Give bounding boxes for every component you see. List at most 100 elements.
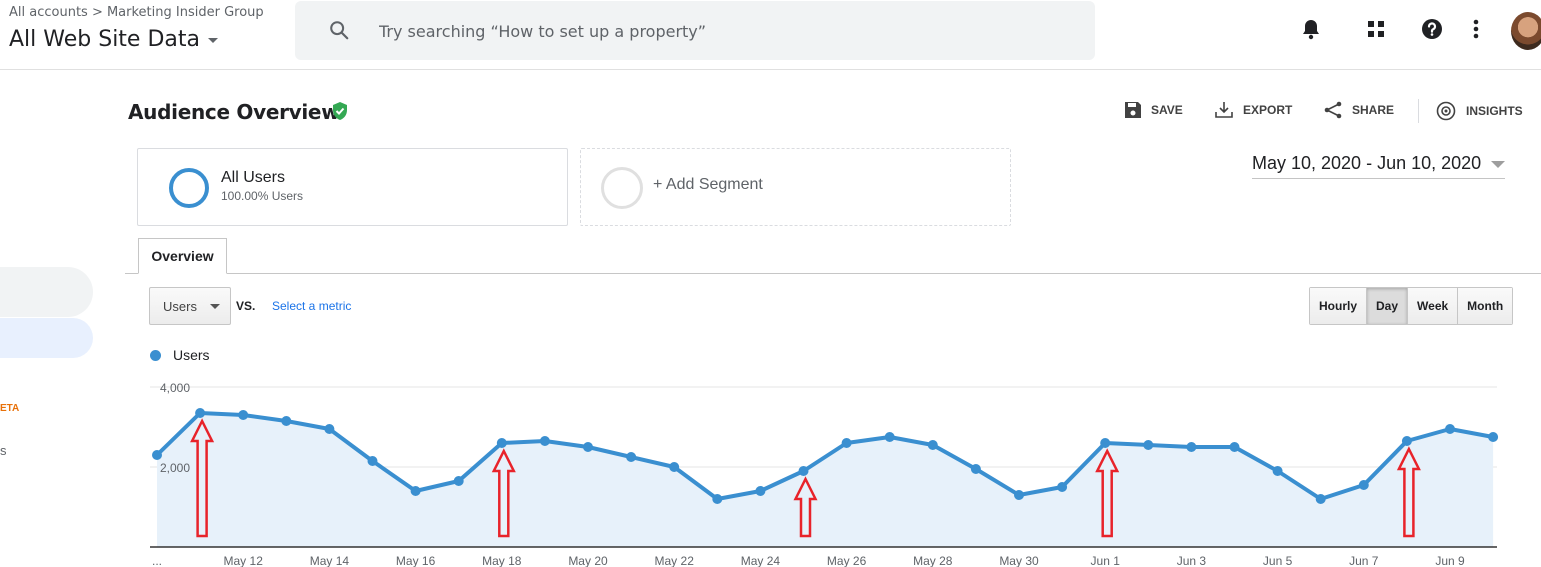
x-tick-label: Jun 7: [1349, 554, 1379, 567]
date-range-picker[interactable]: May 10, 2020 - Jun 10, 2020: [1252, 153, 1506, 179]
property-selector[interactable]: All Web Site Data: [9, 27, 218, 52]
users-line-chart: 4,000 2,000... May 12 May 14 May 16 May 18 May…: [150, 381, 1499, 567]
x-tick-label: May 22: [655, 554, 695, 567]
tab-overview[interactable]: Overview: [138, 238, 227, 274]
x-tick-label: Jun 3: [1177, 554, 1207, 567]
data-point: [1488, 432, 1499, 442]
data-point: [1401, 436, 1412, 446]
legend-swatch: [150, 349, 161, 361]
metric-select-label: Users: [163, 299, 197, 314]
save-icon: [1125, 102, 1141, 118]
share-label: SHARE: [1352, 103, 1395, 117]
data-point: [755, 486, 766, 496]
x-tick-label: Jun 1: [1091, 554, 1121, 567]
sidebar-item[interactable]: [0, 267, 93, 317]
data-point: [324, 424, 335, 434]
export-icon: [1215, 102, 1233, 118]
chart-legend: Users: [150, 347, 210, 363]
data-point: [583, 442, 593, 452]
data-point: [1272, 466, 1283, 476]
x-tick-label: May 14: [310, 554, 350, 567]
verified-shield-icon: [333, 102, 347, 120]
export-button[interactable]: EXPORT: [1214, 101, 1292, 119]
insights-label: INSIGHTS: [1466, 104, 1523, 118]
data-point: [669, 462, 680, 472]
segment-name: All Users: [221, 169, 286, 186]
data-point: [712, 494, 723, 504]
sidebar-beta-badge: ETA: [0, 403, 20, 414]
data-point: [453, 476, 464, 486]
segment-card-all-users[interactable]: All Users 100.00% Users: [137, 148, 568, 226]
page-title: Audience Overview: [128, 100, 340, 124]
data-point: [281, 416, 292, 426]
save-label: SAVE: [1151, 103, 1183, 117]
data-point: [1100, 438, 1111, 448]
data-point: [1445, 424, 1455, 434]
x-tick-label: May 16: [396, 554, 436, 567]
notifications-icon[interactable]: [1297, 15, 1325, 43]
select-metric-link[interactable]: Select a metric: [272, 299, 352, 313]
insights-icon: [1436, 101, 1456, 121]
share-icon: [1324, 101, 1342, 119]
data-point: [496, 438, 507, 448]
data-point: [1014, 490, 1024, 500]
property-label: All Web Site Data: [9, 27, 200, 52]
data-point: [1143, 440, 1154, 450]
data-point: [410, 486, 421, 496]
segment-color-ring: [169, 168, 209, 208]
chevron-down-icon: [1491, 160, 1506, 168]
add-segment-ring: [601, 167, 643, 209]
data-point: [884, 432, 895, 442]
search-bar[interactable]: [295, 1, 1095, 60]
x-tick-label: May 24: [741, 554, 781, 567]
data-point: [1057, 482, 1068, 492]
chevron-down-icon: [210, 304, 220, 309]
metric-select[interactable]: Users: [149, 287, 231, 325]
data-point: [798, 466, 809, 476]
apps-grid-icon[interactable]: [1362, 15, 1390, 43]
search-icon: [330, 21, 349, 40]
time-granularity-group: Hourly Day Week Month: [1309, 287, 1514, 325]
top-bar: All accounts > Marketing Insider Group A…: [0, 0, 1541, 70]
insights-button[interactable]: INSIGHTS: [1435, 101, 1523, 121]
annotation-arrow: [793, 476, 818, 538]
save-button[interactable]: SAVE: [1124, 101, 1183, 119]
x-tick-label: Jun 5: [1263, 554, 1293, 567]
x-tick-label: May 12: [224, 554, 264, 567]
data-point: [195, 408, 206, 418]
more-vert-icon[interactable]: [1462, 15, 1490, 43]
vs-label: VS.: [236, 299, 256, 313]
legend-label: Users: [173, 347, 210, 363]
x-tick-label: May 26: [827, 554, 867, 567]
export-label: EXPORT: [1243, 103, 1293, 117]
x-tick-label: May 30: [999, 554, 1039, 567]
sidebar-item-active[interactable]: [0, 318, 93, 358]
annotation-arrow: [491, 448, 516, 538]
data-point: [539, 436, 550, 446]
sidebar-item-label[interactable]: s: [0, 443, 7, 458]
add-segment-label: + Add Segment: [653, 176, 763, 193]
annotation-arrow: [1396, 446, 1421, 538]
data-point: [238, 410, 249, 420]
x-tick-label: May 18: [482, 554, 522, 567]
search-input[interactable]: [379, 19, 1059, 43]
avatar[interactable]: [1511, 12, 1541, 50]
breadcrumb[interactable]: All accounts > Marketing Insider Group: [9, 5, 264, 20]
chevron-down-icon: [208, 37, 218, 43]
data-point: [970, 464, 981, 474]
share-button[interactable]: SHARE: [1323, 101, 1394, 119]
divider: [1418, 99, 1419, 123]
data-point: [367, 456, 378, 466]
x-tick-label: ...: [152, 554, 162, 567]
add-segment-button[interactable]: + Add Segment: [580, 148, 1011, 226]
data-point: [152, 450, 162, 460]
granularity-month[interactable]: Month: [1458, 288, 1513, 324]
granularity-week[interactable]: Week: [1408, 288, 1459, 324]
series-line-users: [155, 411, 1494, 501]
help-icon[interactable]: [1418, 15, 1446, 43]
data-point: [927, 440, 938, 450]
data-point: [626, 452, 637, 462]
data-point: [1358, 480, 1369, 490]
granularity-day[interactable]: Day: [1367, 288, 1409, 324]
granularity-hourly[interactable]: Hourly: [1310, 288, 1368, 324]
